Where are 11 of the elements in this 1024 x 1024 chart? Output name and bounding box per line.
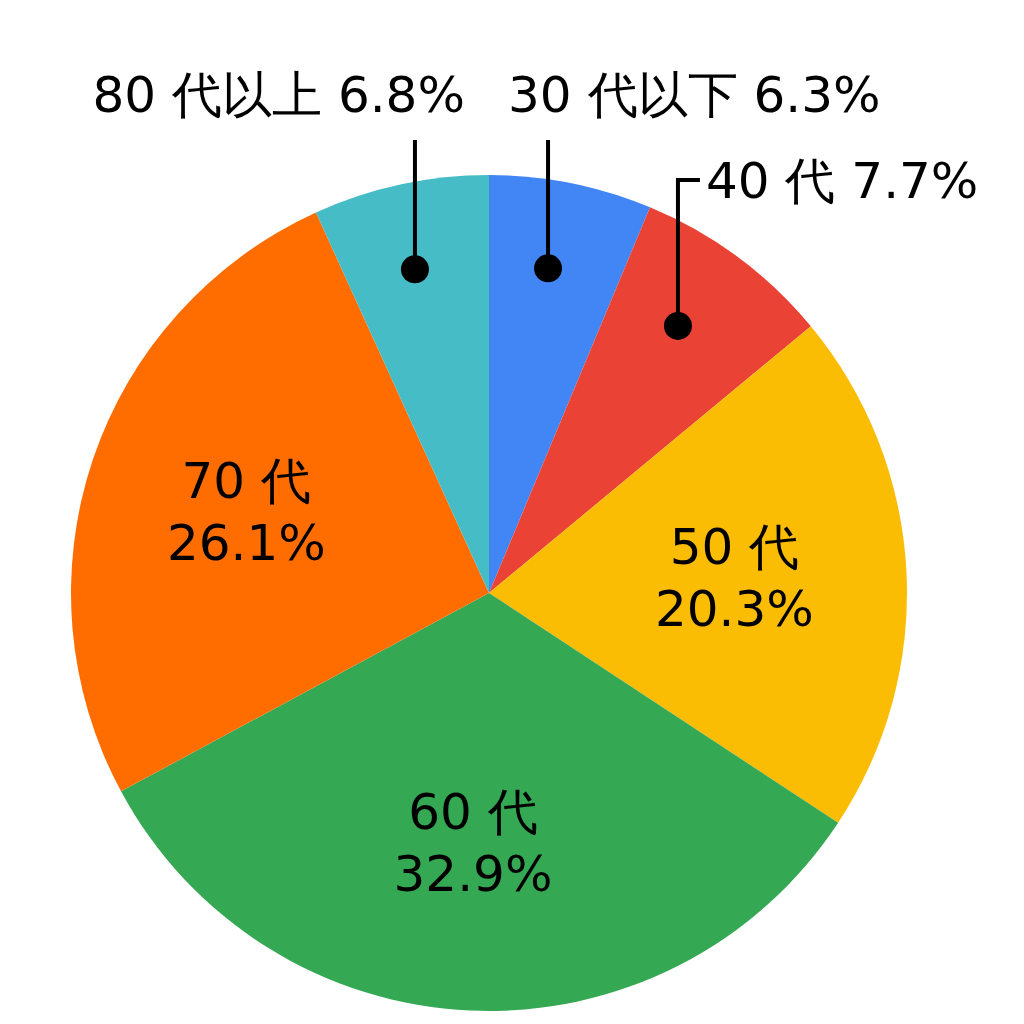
slice-label: 50 代 [669, 518, 800, 577]
data-label: 26.1% [166, 513, 326, 572]
pie-slice [489, 175, 651, 593]
data-label: 32.9% [393, 844, 553, 903]
slice-label: 60 代 [408, 782, 538, 841]
slice-label: 70 代 [181, 451, 312, 510]
pie-slice [71, 212, 489, 792]
slice-label: 80 代以上 6.8% [92, 66, 465, 124]
slice-label: 40 代 7.7% [705, 152, 979, 210]
slice-label: 30 代以下 6.3% [508, 66, 881, 124]
data-label: 20.3% [655, 580, 814, 639]
